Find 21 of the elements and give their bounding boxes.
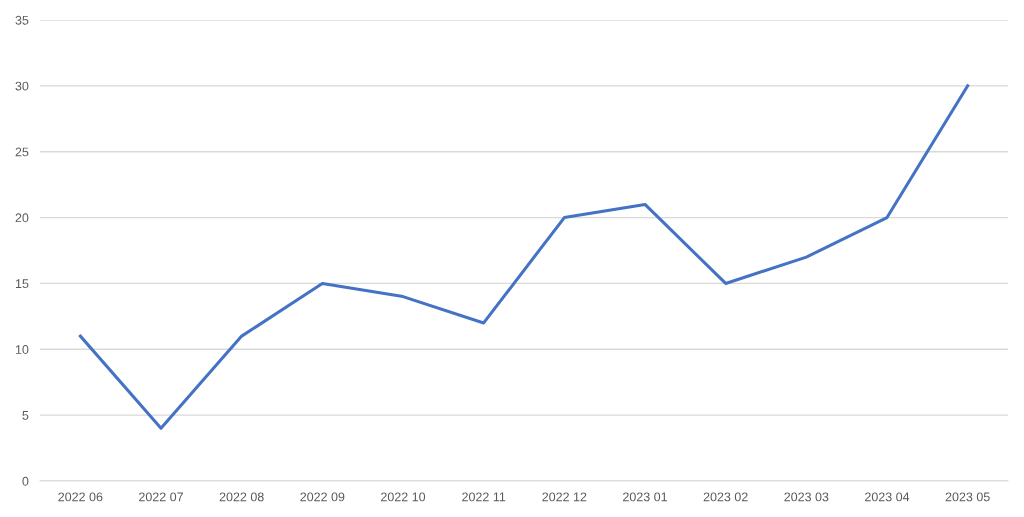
y-tick-label: 15 xyxy=(15,279,29,289)
y-tick-label: 0 xyxy=(22,476,29,486)
y-tick-label: 5 xyxy=(22,411,29,420)
x-tick-label: 2022 06 xyxy=(58,492,103,502)
line-series xyxy=(78,84,970,430)
y-tick-label: 20 xyxy=(15,213,29,223)
y-tick-label: 25 xyxy=(15,147,29,157)
x-tick-label: 2022 12 xyxy=(542,492,587,502)
x-tick-label: 2022 09 xyxy=(300,492,345,502)
y-tick-label: 10 xyxy=(15,345,29,354)
x-tick-label: 2022 08 xyxy=(219,492,264,502)
x-tick-label: 2023 01 xyxy=(623,492,667,502)
x-tick-label: 2022 11 xyxy=(462,492,506,502)
y-tick-label: 35 xyxy=(15,15,29,25)
x-tick-label: 2023 04 xyxy=(865,492,910,502)
x-tick-label: 2022 10 xyxy=(381,492,426,502)
x-tick-label: 2023 03 xyxy=(784,492,829,502)
x-tick-label: 2023 02 xyxy=(703,492,748,502)
x-tick-label: 2023 05 xyxy=(945,492,990,502)
x-tick-label: 2022 07 xyxy=(139,492,183,502)
y-tick-label: 30 xyxy=(15,81,29,91)
